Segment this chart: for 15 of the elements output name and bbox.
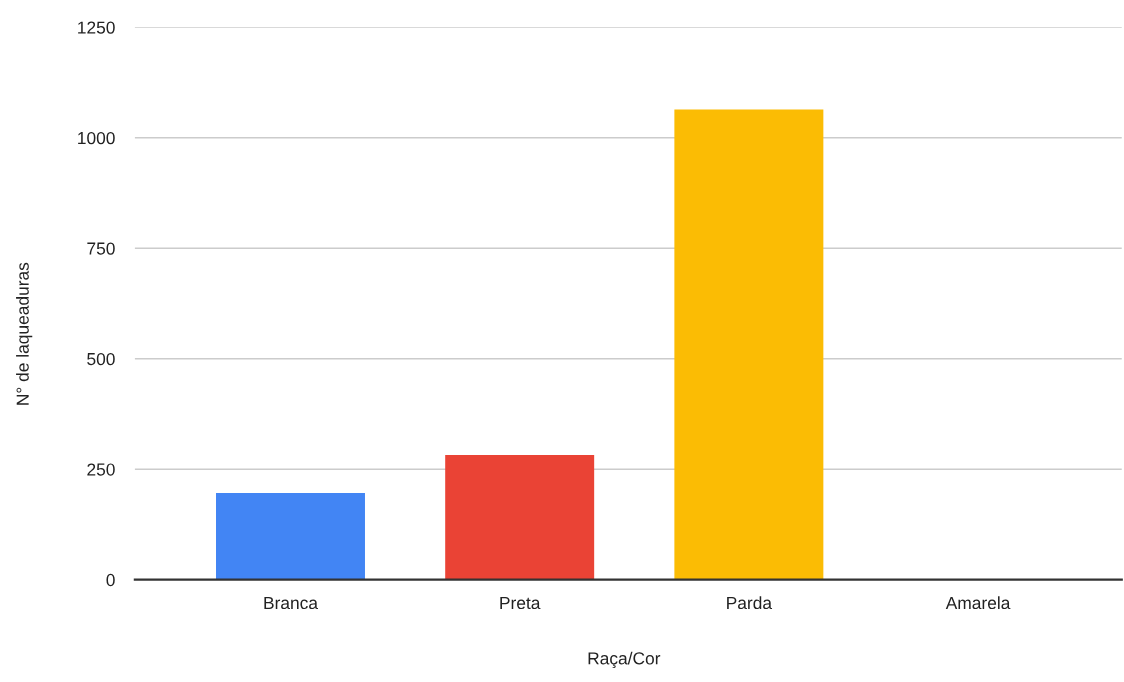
y-tick-label: 750 bbox=[87, 242, 115, 255]
x-axis-title: Raça/Cor bbox=[588, 651, 661, 669]
y-tick-label: 0 bbox=[106, 573, 115, 587]
bar bbox=[216, 493, 365, 580]
y-axis-title: N° de laqueaduras bbox=[16, 262, 33, 405]
bar bbox=[445, 455, 595, 580]
x-tick-label: Amarela bbox=[945, 596, 1011, 610]
y-tick-label: 500 bbox=[87, 352, 115, 366]
bar bbox=[674, 109, 824, 580]
y-tick-label: 250 bbox=[87, 463, 115, 476]
y-tick-label: 1000 bbox=[78, 131, 115, 145]
x-tick-label: Branca bbox=[264, 597, 318, 610]
x-tick-label: Preta bbox=[500, 597, 541, 610]
y-tick-label: 1250 bbox=[78, 21, 115, 34]
x-tick-label: Parda bbox=[727, 596, 773, 610]
